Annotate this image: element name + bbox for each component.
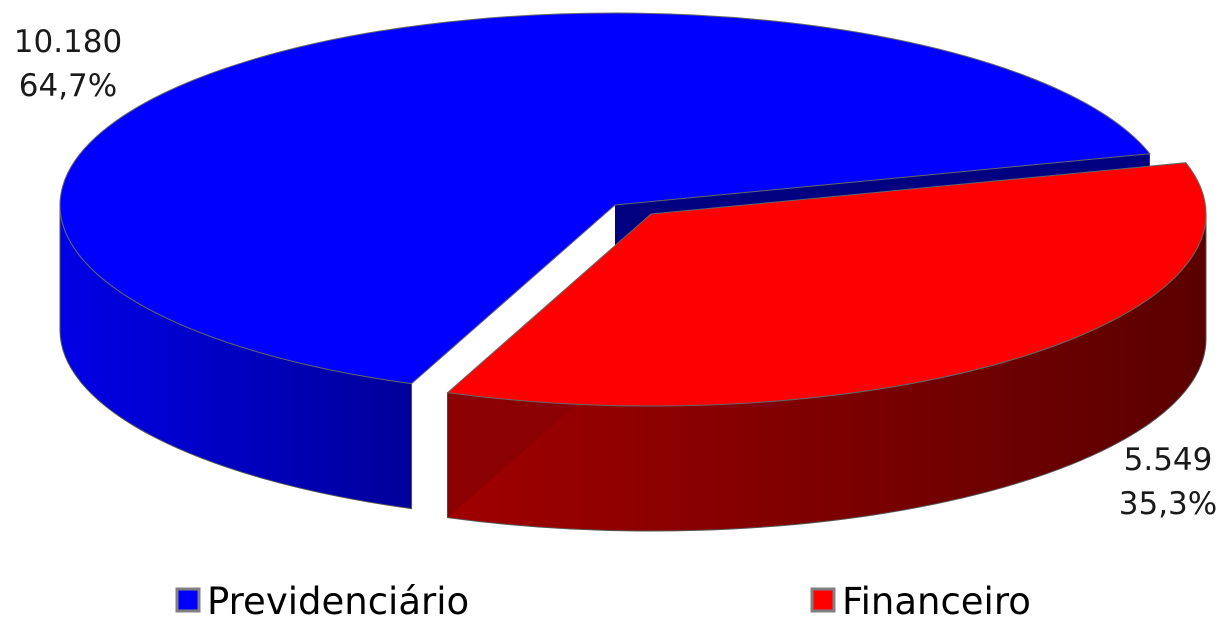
slice-tops xyxy=(59,12,1207,407)
data-label-value: 10.180 xyxy=(14,24,122,60)
legend-label: Financeiro xyxy=(842,580,1031,623)
legend-item-previdenciario: Previdenciário xyxy=(175,580,469,623)
legend: Previdenciário Financeiro xyxy=(175,580,1031,623)
legend-label: Previdenciário xyxy=(207,580,469,623)
data-label-previdenciario: 10.180 64,7% xyxy=(14,24,122,104)
slice-previdenciario xyxy=(59,12,1151,385)
data-label-percent: 35,3% xyxy=(1119,486,1217,522)
data-label-percent: 64,7% xyxy=(19,68,117,104)
data-label-value: 5.549 xyxy=(1124,442,1213,478)
data-label-financeiro: 5.549 35,3% xyxy=(1119,442,1217,522)
legend-swatch xyxy=(810,587,836,613)
slice-financeiro xyxy=(446,162,1207,407)
legend-item-financeiro: Financeiro xyxy=(810,580,1031,623)
legend-swatch xyxy=(175,587,201,613)
